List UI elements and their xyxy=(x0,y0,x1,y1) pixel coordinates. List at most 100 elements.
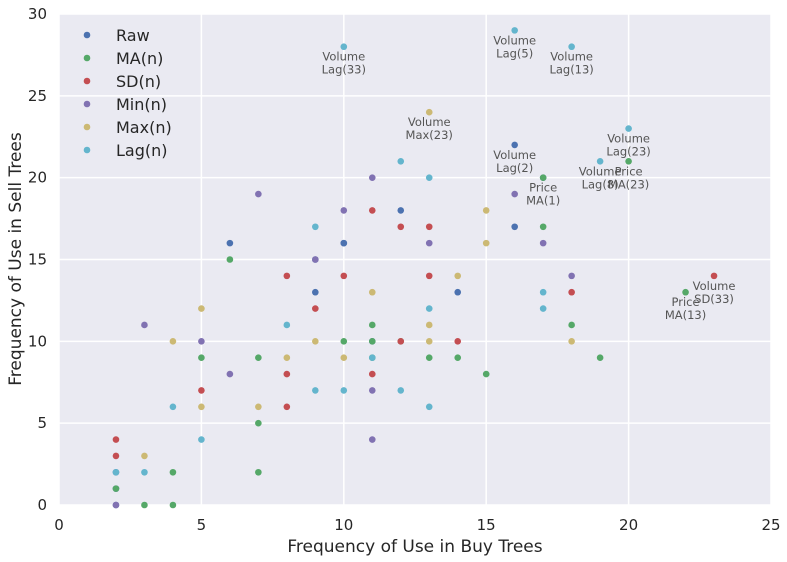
point-sd-n xyxy=(425,272,433,280)
tick-labels: 0 5 10 15 20 25 0 5 10 15 20 25 30 xyxy=(28,5,781,534)
x-tick-label: 25 xyxy=(761,516,780,534)
point-sd-n xyxy=(368,207,376,214)
point-raw xyxy=(312,288,319,296)
point-min-n xyxy=(141,321,148,329)
point-annotation: Volume Lag(5) xyxy=(493,33,536,60)
point-ma-n xyxy=(625,158,632,165)
point-ma-n xyxy=(482,370,490,378)
point-lag-n xyxy=(340,43,348,51)
point-sd-n xyxy=(368,370,376,378)
y-tick-label: 25 xyxy=(28,87,47,105)
legend-label: Max(n) xyxy=(116,118,172,137)
point-sd-n xyxy=(397,223,405,231)
point-min-n xyxy=(368,174,376,181)
point-ma-n xyxy=(255,354,262,362)
legend-marker xyxy=(83,100,91,108)
point-ma-n xyxy=(141,501,148,509)
point-min-n xyxy=(198,338,205,345)
point-ma-n xyxy=(368,321,376,329)
y-axis-label: Frequency of Use in Sell Trees xyxy=(6,132,26,386)
point-lag-n xyxy=(397,387,405,394)
point-ma-n xyxy=(539,174,547,181)
point-min-n xyxy=(425,239,433,247)
point-lag-n xyxy=(112,468,120,476)
legend-label: Raw xyxy=(116,26,150,45)
point-sd-n xyxy=(198,387,205,394)
point-ma-n xyxy=(169,501,177,509)
grid-lines xyxy=(58,13,772,506)
legend-label: MA(n) xyxy=(116,49,163,68)
point-max-n xyxy=(425,321,433,329)
point-annotation: Volume Max(23) xyxy=(406,115,453,142)
point-ma-n xyxy=(425,354,433,362)
point-lag-n xyxy=(312,387,319,394)
point-sd-n xyxy=(312,305,319,312)
point-sd-n xyxy=(710,272,718,280)
point-min-n xyxy=(511,190,518,198)
point-annotation: Volume Lag(23) xyxy=(606,132,650,159)
point-max-n xyxy=(198,305,205,312)
point-lag-n xyxy=(568,43,575,51)
point-lag-n xyxy=(312,223,319,231)
point-raw xyxy=(397,207,405,214)
point-annotation: Volume Lag(13) xyxy=(549,50,593,77)
point-raw xyxy=(340,239,348,247)
point-sd-n xyxy=(112,452,120,460)
point-raw xyxy=(454,288,462,296)
point-annotation: Volume Lag(2) xyxy=(493,148,536,175)
point-ma-n xyxy=(340,338,348,345)
point-sd-n xyxy=(283,272,291,280)
point-sd-n xyxy=(283,403,291,411)
point-sd-n xyxy=(454,338,462,345)
point-ma-n xyxy=(226,256,234,263)
point-raw xyxy=(511,223,518,231)
point-ma-n xyxy=(112,485,120,492)
point-annotation: Volume Lag(33) xyxy=(322,50,366,77)
legend-marker xyxy=(83,31,91,39)
point-lag-n xyxy=(283,321,291,329)
point-lag-n xyxy=(340,387,348,394)
legend: Raw MA(n) SD(n) Min(n) Max(n) Lag(n) xyxy=(83,26,172,160)
data-points xyxy=(112,27,718,509)
point-max-n xyxy=(198,403,205,411)
point-max-n xyxy=(255,403,262,411)
x-tick-label: 0 xyxy=(54,516,64,534)
point-ma-n xyxy=(198,354,205,362)
y-tick-label: 20 xyxy=(28,169,47,187)
legend-marker xyxy=(83,123,91,131)
point-lag-n xyxy=(141,468,148,476)
point-sd-n xyxy=(397,338,405,345)
point-max-n xyxy=(482,207,490,214)
point-raw xyxy=(226,239,234,247)
point-lag-n xyxy=(198,436,205,443)
legend-label: Min(n) xyxy=(116,95,167,114)
point-min-n xyxy=(112,501,120,509)
point-annotation: Price MA(1) xyxy=(526,181,560,208)
point-sd-n xyxy=(568,288,575,296)
point-annotation: Volume SD(33) xyxy=(693,279,736,306)
point-max-n xyxy=(368,288,376,296)
point-annotation: Price MA(13) xyxy=(665,295,706,322)
point-raw xyxy=(511,141,518,149)
x-axis-label: Frequency of Use in Buy Trees xyxy=(287,537,542,557)
point-max-n xyxy=(482,239,490,247)
point-sd-n xyxy=(283,370,291,378)
point-min-n xyxy=(368,387,376,394)
x-tick-label: 15 xyxy=(477,516,496,534)
x-tick-label: 5 xyxy=(197,516,207,534)
point-ma-n xyxy=(682,288,689,296)
point-ma-n xyxy=(539,223,547,231)
point-max-n xyxy=(169,338,177,345)
point-min-n xyxy=(255,190,262,198)
y-tick-label: 0 xyxy=(37,496,47,514)
point-min-n xyxy=(539,239,547,247)
point-max-n xyxy=(312,338,319,345)
point-annotation: Volume Lag(8) xyxy=(579,164,622,191)
point-min-n xyxy=(368,436,376,443)
point-lag-n xyxy=(511,27,518,34)
point-lag-n xyxy=(169,403,177,411)
y-tick-label: 15 xyxy=(28,251,47,269)
point-sd-n xyxy=(340,272,348,280)
point-max-n xyxy=(425,338,433,345)
